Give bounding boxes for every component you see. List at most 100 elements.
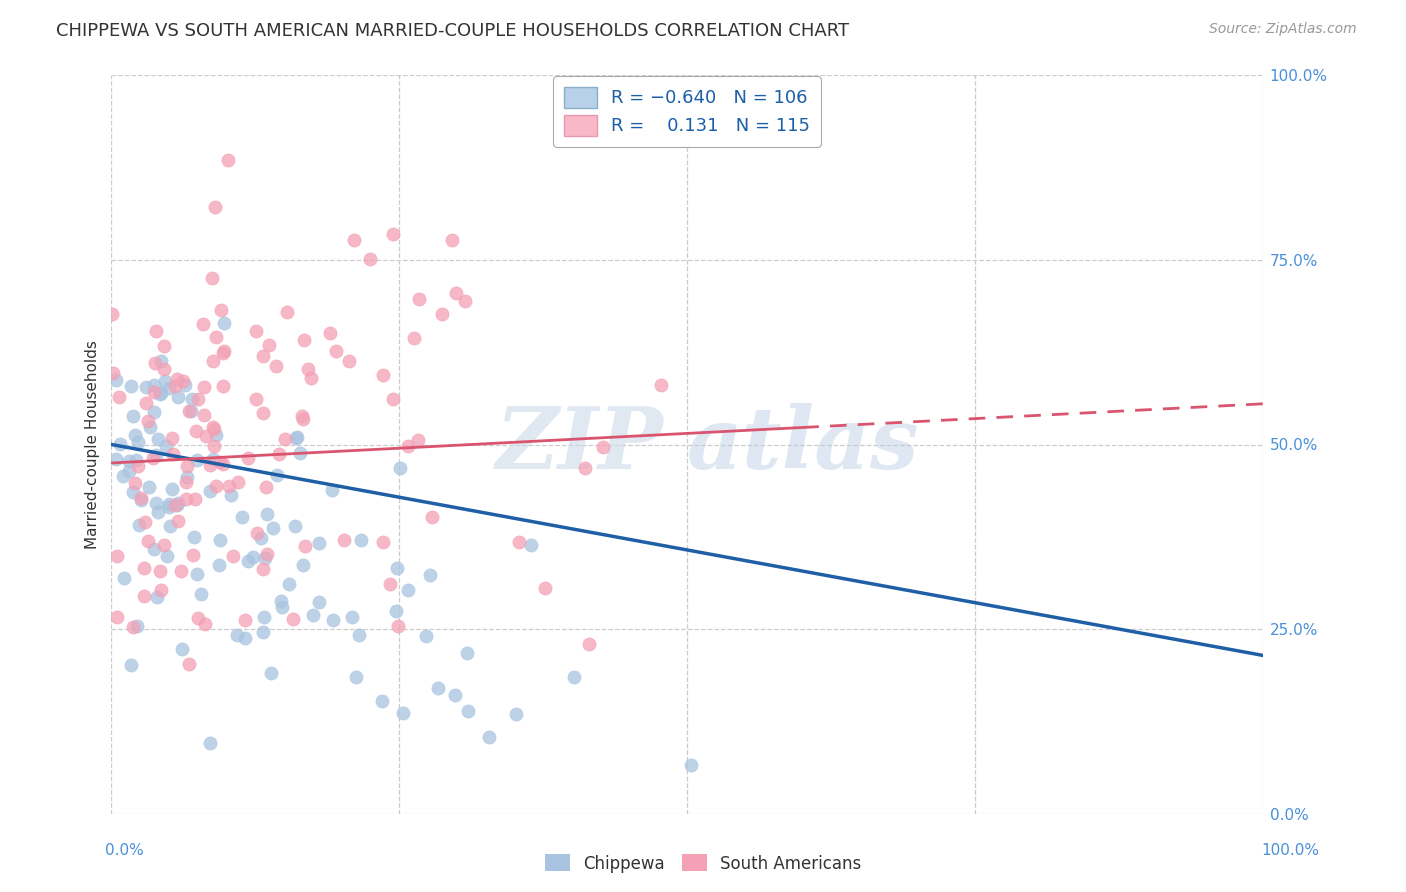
Point xyxy=(385,604,408,618)
Point xyxy=(271,600,294,615)
Point xyxy=(167,514,190,528)
Point xyxy=(180,404,202,418)
Point xyxy=(578,637,600,651)
Point xyxy=(143,378,166,392)
Point xyxy=(122,620,145,634)
Point xyxy=(444,285,467,300)
Point xyxy=(112,571,135,585)
Point xyxy=(194,617,217,632)
Point xyxy=(190,586,212,600)
Point xyxy=(121,485,143,500)
Point xyxy=(371,535,394,549)
Point xyxy=(208,533,231,548)
Point xyxy=(319,326,342,340)
Point xyxy=(181,392,204,406)
Point xyxy=(124,428,146,442)
Point xyxy=(508,534,530,549)
Point xyxy=(105,452,128,467)
Point xyxy=(177,403,200,417)
Point xyxy=(371,694,394,708)
Point xyxy=(177,657,200,672)
Point xyxy=(454,294,477,309)
Point xyxy=(184,424,207,438)
Point xyxy=(198,483,221,498)
Point xyxy=(135,396,157,410)
Text: 0.0%: 0.0% xyxy=(105,843,145,857)
Point xyxy=(167,390,190,404)
Point xyxy=(174,492,197,507)
Point xyxy=(219,488,242,502)
Point xyxy=(128,518,150,533)
Point xyxy=(262,521,284,535)
Point xyxy=(456,646,478,660)
Point xyxy=(138,480,160,494)
Point xyxy=(322,614,344,628)
Point xyxy=(430,307,453,321)
Point xyxy=(136,414,159,428)
Point xyxy=(415,629,437,643)
Point xyxy=(129,492,152,507)
Point xyxy=(212,346,235,360)
Point xyxy=(564,670,586,684)
Point xyxy=(294,539,316,553)
Point xyxy=(176,470,198,484)
Point xyxy=(142,451,165,466)
Point xyxy=(136,533,159,548)
Point xyxy=(193,409,215,423)
Point xyxy=(146,591,169,605)
Point xyxy=(145,495,167,509)
Point xyxy=(478,730,501,744)
Point xyxy=(389,461,412,475)
Point xyxy=(202,354,225,368)
Point xyxy=(359,252,381,266)
Point xyxy=(157,381,180,395)
Point xyxy=(350,533,373,548)
Point xyxy=(256,508,278,522)
Point xyxy=(257,337,280,351)
Point xyxy=(186,567,208,582)
Point xyxy=(184,492,207,507)
Point xyxy=(574,461,596,475)
Point xyxy=(167,495,190,509)
Point xyxy=(325,344,347,359)
Point xyxy=(200,736,222,750)
Point xyxy=(143,356,166,370)
Point xyxy=(347,628,370,642)
Point xyxy=(254,480,277,494)
Point xyxy=(212,343,235,358)
Point xyxy=(382,227,405,242)
Point xyxy=(107,609,129,624)
Point xyxy=(187,611,209,625)
Point xyxy=(285,431,308,445)
Point xyxy=(149,564,172,578)
Point xyxy=(181,548,204,562)
Point xyxy=(252,406,274,420)
Legend: R = −0.640   N = 106, R =    0.131   N = 115: R = −0.640 N = 106, R = 0.131 N = 115 xyxy=(554,76,821,147)
Point xyxy=(132,589,155,603)
Point xyxy=(337,354,360,368)
Point xyxy=(242,550,264,565)
Point xyxy=(208,558,231,572)
Point xyxy=(211,379,233,393)
Point xyxy=(505,706,527,721)
Point xyxy=(225,628,247,642)
Point xyxy=(285,430,308,444)
Point xyxy=(201,271,224,285)
Point xyxy=(117,464,139,478)
Point xyxy=(112,469,135,483)
Point xyxy=(170,564,193,578)
Point xyxy=(297,362,319,376)
Point xyxy=(520,538,543,552)
Point xyxy=(291,409,314,423)
Point xyxy=(150,582,173,597)
Point xyxy=(166,498,188,512)
Point xyxy=(135,380,157,394)
Point xyxy=(153,361,176,376)
Point xyxy=(149,387,172,401)
Point xyxy=(200,458,222,472)
Point xyxy=(440,233,463,247)
Point xyxy=(145,448,167,462)
Point xyxy=(217,153,239,168)
Point xyxy=(134,515,156,529)
Text: Source: ZipAtlas.com: Source: ZipAtlas.com xyxy=(1209,22,1357,37)
